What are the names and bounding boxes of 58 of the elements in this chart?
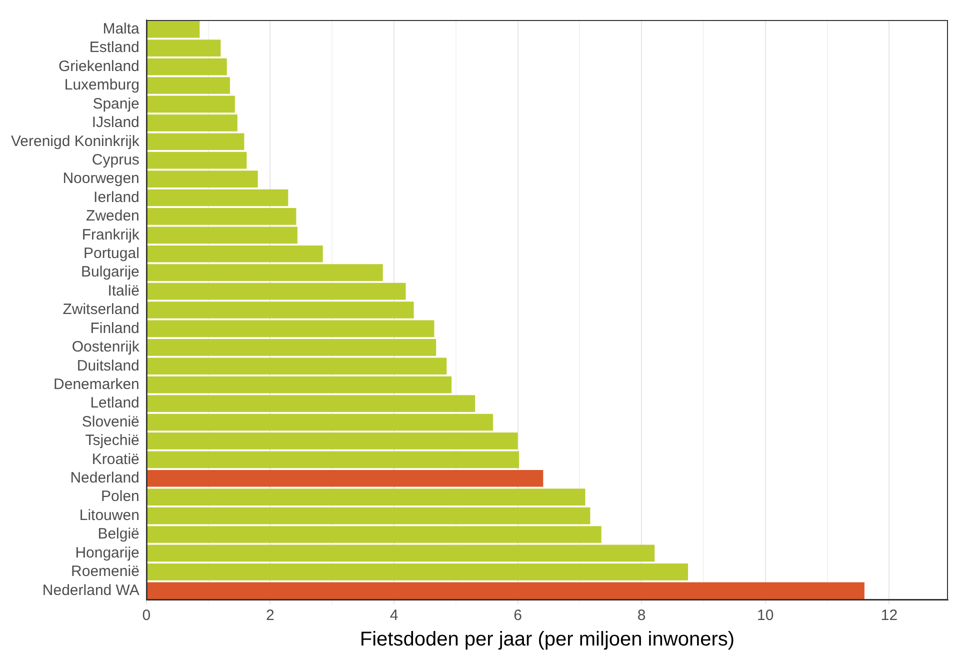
y-tick-label: Malta [102, 20, 140, 38]
x-axis-title: Fietsdoden per jaar (per miljoen inwoners) [360, 628, 735, 651]
y-tick-label: Litouwen [79, 506, 140, 524]
y-tick-label: Spanje [92, 95, 140, 112]
y-tick-label: Zweden [86, 208, 140, 225]
y-tick-label: Luxemburg [64, 76, 140, 94]
y-tick-label: Denemarken [54, 376, 140, 393]
bar [146, 432, 518, 450]
y-tick-label: Tsjechië [85, 432, 140, 450]
y-tick-label: Bulgarije [81, 264, 140, 281]
x-tick-label: 8 [637, 607, 646, 624]
x-tick-label: 10 [757, 607, 774, 624]
x-tick-label: 6 [514, 607, 522, 624]
bar [146, 544, 655, 562]
y-tick-label: Polen [101, 488, 140, 506]
y-tick-label: Oostenrijk [72, 338, 140, 356]
y-tick-label: Frankrijk [82, 226, 140, 244]
bar [146, 451, 520, 468]
y-tick-label: Nederland WA [42, 582, 140, 599]
y-tick-label: Estland [89, 39, 140, 56]
bar [146, 302, 414, 318]
y-tick-label: Italië [108, 282, 140, 300]
y-tick-label: Noorwegen [62, 170, 140, 188]
bar [146, 152, 247, 169]
y-tick-label: België [98, 526, 140, 543]
bar [146, 564, 688, 580]
x-tick-label: 0 [142, 607, 151, 624]
bar [146, 582, 864, 600]
bar [146, 58, 227, 76]
y-tick-label: Portugal [84, 245, 140, 262]
y-tick-label: Duitsland [76, 357, 140, 374]
bar [146, 488, 586, 506]
y-tick-label: Griekenland [58, 58, 140, 75]
y-tick-label: Zwitserland [62, 301, 140, 318]
y-tick-label: Nederland [70, 470, 140, 487]
y-tick-label: Kroatië [92, 450, 140, 468]
y-tick-label: Letland [90, 394, 140, 412]
bar [146, 96, 235, 113]
x-tick-label: 2 [266, 607, 274, 624]
bar [146, 282, 406, 300]
y-tick-label: Cyprus [92, 151, 140, 168]
bar [146, 507, 590, 524]
bar [146, 414, 494, 431]
y-tick-label: Hongarije [75, 544, 140, 562]
bar [146, 526, 602, 543]
bar [146, 77, 230, 94]
x-tick-label: 4 [390, 607, 398, 624]
bar [146, 189, 288, 206]
x-tick-label: 12 [880, 607, 898, 624]
bar [146, 470, 544, 487]
y-tick-label: Ierland [94, 188, 140, 206]
y-tick-label: Roemenië [71, 563, 140, 580]
bar [146, 320, 434, 338]
y-tick-label: Verenigd Koninkrijk [10, 132, 140, 150]
y-tick-label: IJsland [92, 114, 140, 132]
y-tick-label: Slovenië [82, 413, 140, 430]
y-tick-label: Finland [90, 320, 140, 337]
bar [146, 170, 258, 188]
